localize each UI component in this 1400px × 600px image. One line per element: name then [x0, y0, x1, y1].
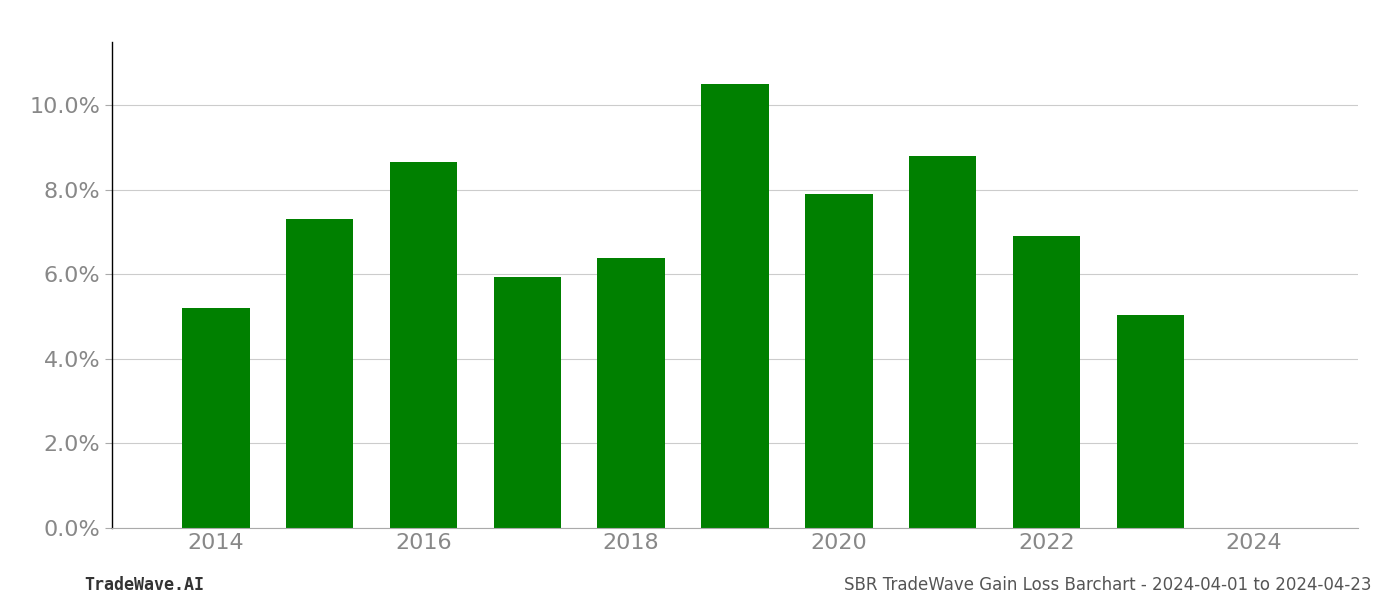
Bar [598, 257, 665, 528]
Bar [1117, 314, 1184, 528]
Bar [909, 156, 976, 528]
Bar [286, 220, 353, 528]
Text: SBR TradeWave Gain Loss Barchart - 2024-04-01 to 2024-04-23: SBR TradeWave Gain Loss Barchart - 2024-… [844, 576, 1372, 594]
Bar [494, 277, 561, 528]
Bar [389, 163, 458, 528]
Bar [805, 194, 872, 528]
Text: TradeWave.AI: TradeWave.AI [84, 576, 204, 594]
Bar [1012, 236, 1081, 528]
Bar [182, 308, 249, 528]
Bar [701, 84, 769, 528]
